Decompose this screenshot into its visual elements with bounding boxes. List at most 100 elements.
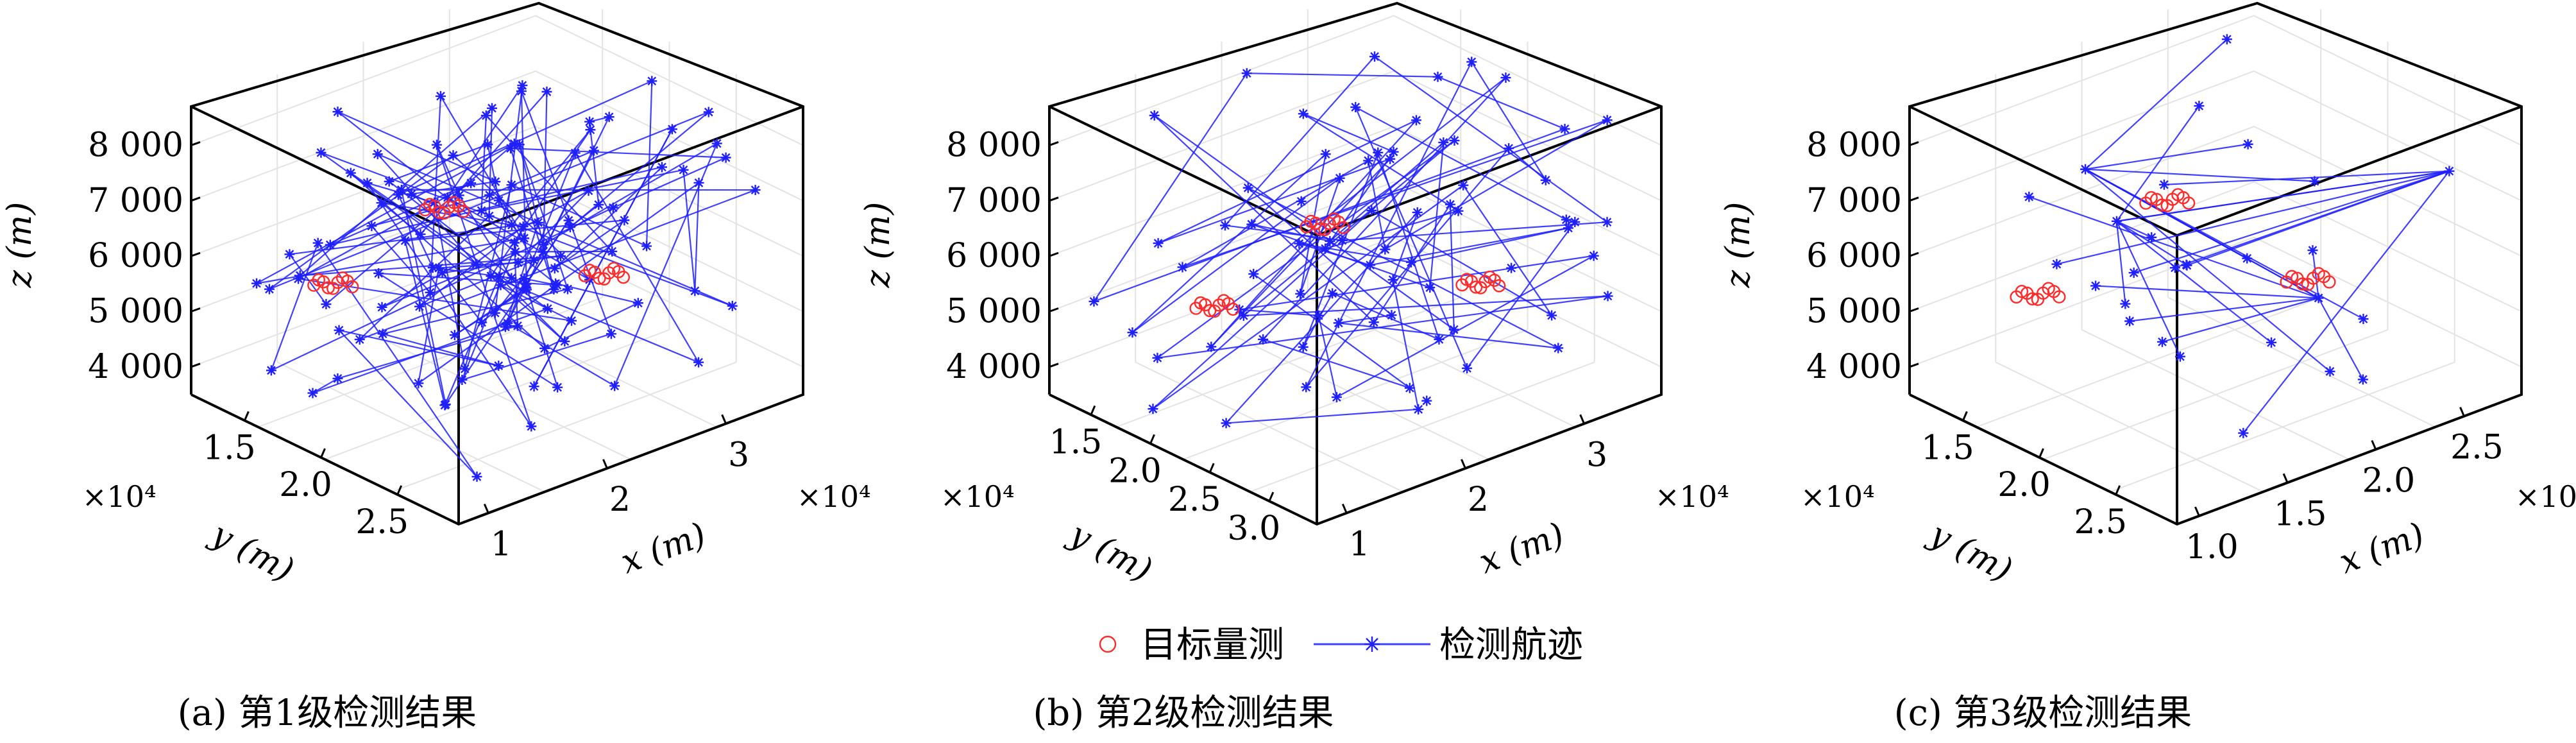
- measurement-point: [593, 271, 606, 285]
- track-point: [459, 363, 470, 374]
- track-segment: [317, 243, 478, 477]
- track-point: [607, 246, 618, 257]
- track-point: [2157, 336, 2167, 347]
- track-point: [607, 202, 618, 213]
- x-multiplier: ×10⁴: [797, 479, 871, 514]
- track-segment: [339, 329, 499, 367]
- track-point: [373, 268, 384, 278]
- detection-tracks: [1089, 51, 1613, 429]
- track-point: [372, 149, 383, 160]
- track-segment: [1302, 293, 1334, 348]
- track-point: [647, 76, 657, 87]
- track-point: [493, 195, 504, 206]
- track-segment: [504, 222, 539, 327]
- track-segment: [1325, 151, 1394, 250]
- track-segment: [682, 169, 696, 291]
- track-segment: [1262, 338, 1411, 389]
- track-point: [1504, 143, 1514, 154]
- y-axis-label: y (m): [204, 515, 300, 590]
- track-point: [1177, 262, 1188, 273]
- measurement-point: [1226, 302, 1240, 316]
- track-segment: [1368, 160, 1386, 250]
- legend-label-measurement: 目标量测: [1140, 624, 1284, 666]
- axes-box-top: [1909, 105, 2522, 237]
- detection-tracks: [2024, 34, 2455, 438]
- x-tick-label: 3: [728, 436, 749, 474]
- track-point: [1602, 217, 1613, 228]
- track-point: [384, 176, 394, 187]
- track-point: [425, 287, 436, 298]
- track-segment: [1157, 295, 1608, 359]
- track-segment: [398, 80, 652, 196]
- track-segment: [270, 243, 319, 371]
- track-point: [505, 143, 516, 154]
- track-point: [1413, 404, 1424, 414]
- track-point: [284, 249, 295, 260]
- track-point: [366, 221, 377, 232]
- grid: [191, 9, 804, 493]
- y-tick-label: 3.0: [1228, 509, 1281, 548]
- measurement-point: [1323, 217, 1336, 230]
- track-point: [506, 219, 517, 230]
- track-point: [583, 185, 594, 196]
- track-point: [321, 299, 332, 310]
- track-segment: [2162, 297, 2319, 343]
- track-point: [377, 329, 388, 339]
- subplot-caption: (b) 第2级检测结果: [1033, 692, 1334, 734]
- track-point: [377, 302, 387, 312]
- track-segment: [1253, 273, 1411, 389]
- z-tick-label: 6 000: [946, 237, 1042, 275]
- track-segment: [1437, 76, 1565, 130]
- track-segment: [2115, 105, 2200, 222]
- track-segment: [1384, 119, 1608, 250]
- track-point: [519, 233, 530, 244]
- track-point: [362, 178, 373, 189]
- track-point: [549, 263, 560, 274]
- track-segment: [2056, 170, 2450, 265]
- measurement-point: [2285, 269, 2299, 284]
- track-point: [1238, 311, 1249, 321]
- track-segment: [2085, 38, 2228, 170]
- track-segment: [1355, 107, 1567, 221]
- track-point: [1152, 352, 1163, 363]
- track-point: [1248, 268, 1259, 279]
- track-point: [251, 278, 262, 289]
- x-axis-label: x (m): [2334, 516, 2429, 582]
- track-segment: [1336, 255, 1595, 398]
- track-point: [2444, 166, 2455, 176]
- track-point: [1127, 327, 1138, 338]
- track-segment: [2116, 220, 2187, 266]
- track-segment: [330, 166, 663, 246]
- track-point: [541, 86, 552, 97]
- track-point: [332, 107, 343, 117]
- track-segment: [1253, 77, 1507, 275]
- track-point: [2242, 139, 2253, 149]
- track-point: [1206, 341, 1217, 352]
- track-segment: [447, 196, 590, 280]
- track-point: [1219, 220, 1230, 231]
- track-point: [1334, 173, 1345, 184]
- track-segment: [1243, 295, 1608, 317]
- grid: [1049, 9, 1662, 493]
- track-point: [619, 215, 630, 226]
- track-segment: [1371, 210, 1552, 316]
- track-segment: [2318, 297, 2364, 380]
- track-point: [1434, 334, 1445, 345]
- track-segment: [434, 202, 466, 370]
- axes-box-top: [191, 105, 804, 237]
- subplot-1: 4 000 5 000 6 000 7 000 8 000 z (m) 1.5 2.0 2.5 ×…: [1, 1, 871, 734]
- track-segment: [518, 144, 555, 290]
- measurement-point: [2323, 275, 2336, 289]
- track-segment: [2085, 168, 2331, 372]
- legend-marker-measurement: [1099, 635, 1117, 653]
- track-point: [448, 150, 459, 161]
- track-segment: [517, 190, 589, 264]
- y-tick-label: 1.5: [1049, 423, 1103, 461]
- track-point: [666, 124, 677, 135]
- x-tick-label: 3: [1586, 436, 1607, 474]
- track-segment: [523, 278, 559, 388]
- track-segment: [382, 288, 568, 335]
- track-point: [584, 116, 595, 127]
- track-point: [1466, 56, 1477, 67]
